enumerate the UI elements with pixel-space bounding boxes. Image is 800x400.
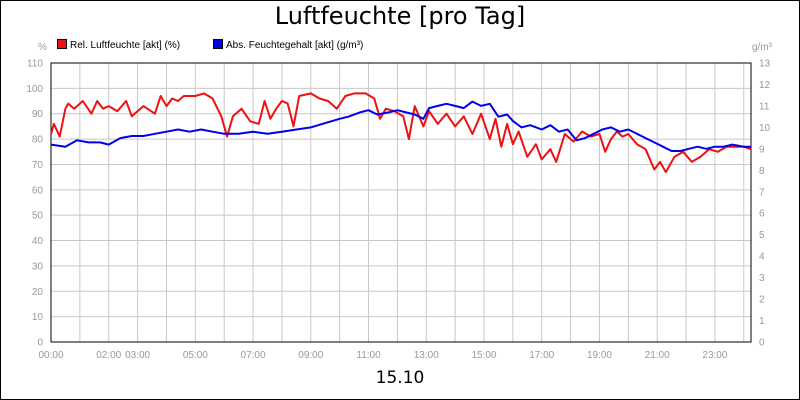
x-tick-label: 11:00 [356,350,381,361]
x-tick-label: 15:00 [471,350,496,361]
y-right-tick-label: 9 [759,144,765,155]
x-tick-label: 23:00 [702,350,727,361]
axis-ticks: 0102030405060708090100110012345678910111… [26,59,770,362]
series-lines [50,92,752,174]
x-tick-label: 19:00 [587,350,612,361]
x-tick-label: 07:00 [241,350,266,361]
legend-label-rel-humidity: Rel. Luftfeuchte [akt] (%) [70,40,181,51]
legend-swatch-rel-humidity [57,39,67,49]
legend-swatch-abs-humidity [213,39,223,49]
y-right-tick-label: 13 [759,59,771,70]
chart-title: Luftfeuchte [pro Tag] [274,2,526,30]
legend-item-abs-humidity: Abs. Feuchtegehalt [akt] (g/m³) [213,39,363,51]
plot-area-border [50,62,752,343]
y-right-tick-label: 3 [759,273,765,284]
y-left-tick-label: 10 [32,312,44,323]
y-left-unit-label: % [38,42,47,53]
y-left-tick-label: 0 [37,338,43,349]
series-line-abs-humidity [50,100,751,152]
legend-item-rel-humidity: Rel. Luftfeuchte [akt] (%) [57,39,180,51]
y-left-tick-label: 30 [32,261,44,272]
x-tick-label: 05:00 [183,350,208,361]
legend-label-abs-humidity: Abs. Feuchtegehalt [akt] (g/m³) [226,40,364,51]
x-tick-label: 02:00 [96,350,121,361]
y-right-tick-label: 1 [759,316,765,327]
y-left-tick-label: 60 [32,185,44,196]
grid-lines [51,63,751,342]
x-tick-label: 13:00 [414,350,439,361]
y-left-tick-label: 100 [26,84,43,95]
y-right-tick-label: 10 [759,123,771,134]
y-left-tick-label: 50 [32,211,44,222]
y-left-tick-label: 40 [32,236,44,247]
y-left-tick-label: 110 [27,59,43,70]
x-tick-label: 17:00 [529,350,554,361]
y-right-tick-label: 7 [759,187,765,198]
y-right-tick-label: 8 [759,166,765,177]
x-tick-label: 03:00 [125,350,150,361]
x-tick-label: 21:00 [645,350,670,361]
y-left-tick-label: 80 [32,135,44,146]
y-left-tick-label: 70 [32,160,44,171]
y-right-tick-label: 11 [759,101,770,112]
y-left-tick-label: 90 [32,109,44,120]
y-right-tick-label: 6 [759,209,765,220]
y-left-tick-label: 20 [32,287,44,298]
y-right-unit-label: g/m³ [752,42,772,53]
x-tick-label: 00:00 [38,350,63,361]
y-right-tick-label: 0 [759,338,765,349]
y-right-tick-label: 5 [759,230,765,241]
x-tick-label: 09:00 [298,350,323,361]
y-right-tick-label: 4 [759,252,765,263]
date-label: 15.10 [375,368,425,388]
y-right-tick-label: 2 [759,295,765,306]
y-right-tick-label: 12 [759,80,771,91]
